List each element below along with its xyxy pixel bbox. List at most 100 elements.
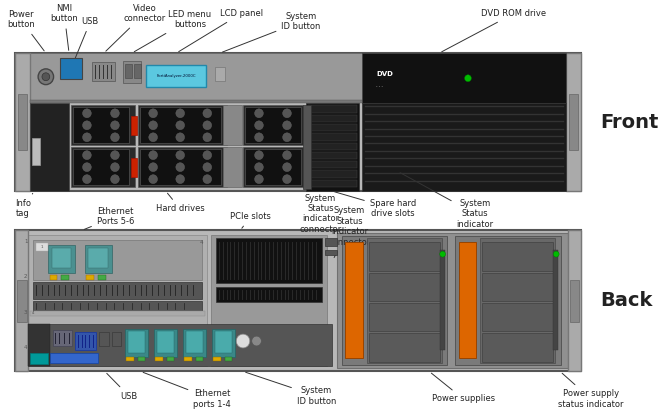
Circle shape [149, 121, 157, 130]
Circle shape [252, 336, 261, 346]
Bar [215, 67, 224, 81]
Bar [306, 103, 359, 191]
Bar [73, 149, 129, 185]
Text: USB: USB [71, 17, 99, 68]
Bar [480, 239, 555, 363]
Circle shape [553, 251, 559, 257]
Circle shape [149, 151, 157, 159]
Text: PCIe slots: PCIe slots [230, 212, 271, 228]
Bar [28, 324, 50, 366]
Bar [482, 242, 553, 271]
Text: LCD panel: LCD panel [179, 9, 263, 52]
Circle shape [203, 175, 212, 184]
Text: Power supply
status indicator: Power supply status indicator [558, 373, 624, 409]
Bar [112, 332, 121, 346]
Circle shape [203, 121, 212, 130]
Bar [125, 329, 148, 357]
Bar [48, 245, 75, 273]
Bar [28, 235, 207, 366]
Bar [30, 353, 48, 365]
Bar [455, 236, 561, 365]
Text: Front: Front [601, 112, 659, 131]
Bar [126, 357, 134, 360]
Circle shape [149, 133, 157, 142]
Circle shape [38, 69, 54, 84]
Bar [184, 357, 192, 360]
Bar [337, 234, 567, 368]
Bar [28, 324, 332, 366]
Bar [86, 275, 94, 280]
Bar [30, 53, 566, 101]
Bar [440, 250, 445, 350]
Circle shape [283, 151, 291, 159]
Bar [75, 332, 96, 350]
Text: Back: Back [601, 291, 653, 310]
Bar [325, 239, 337, 246]
Bar [139, 149, 221, 185]
Bar [482, 273, 553, 301]
Bar [72, 61, 80, 75]
Bar [303, 112, 307, 139]
Bar [459, 242, 476, 358]
Circle shape [111, 109, 119, 118]
Bar [196, 357, 204, 360]
Bar [137, 105, 226, 145]
Bar [211, 235, 327, 366]
Text: Power
button: Power button [7, 10, 44, 51]
Bar [308, 152, 357, 159]
Circle shape [440, 251, 446, 257]
Circle shape [149, 163, 157, 171]
Bar [569, 94, 578, 150]
Bar [362, 53, 566, 103]
Circle shape [176, 163, 184, 171]
Bar [308, 161, 357, 169]
Circle shape [255, 163, 263, 171]
Circle shape [176, 109, 184, 118]
Text: System
Status
indicator
connector: System Status indicator connector [328, 206, 371, 258]
Bar [131, 158, 137, 176]
Bar [146, 65, 206, 87]
Bar [60, 58, 82, 79]
Circle shape [464, 75, 472, 82]
Circle shape [111, 151, 119, 159]
Circle shape [283, 109, 291, 118]
Bar [36, 243, 48, 251]
Bar [224, 357, 232, 360]
Circle shape [82, 133, 91, 142]
Circle shape [255, 121, 263, 130]
Bar [212, 329, 235, 357]
Text: 1: 1 [24, 239, 27, 244]
Text: LED menu
buttons: LED menu buttons [134, 10, 212, 52]
Bar [183, 329, 206, 357]
Bar [362, 103, 566, 191]
Bar [157, 331, 174, 353]
Bar [88, 248, 108, 268]
Bar [128, 331, 145, 353]
Circle shape [111, 163, 119, 171]
Text: Spare hard
drive slots: Spare hard drive slots [334, 192, 416, 218]
Bar [245, 107, 301, 143]
Circle shape [149, 175, 157, 184]
Text: Ethernet
Ports 5-6: Ethernet Ports 5-6 [84, 207, 134, 229]
Bar [73, 107, 129, 143]
Bar [62, 61, 69, 75]
Circle shape [82, 151, 91, 159]
Bar [32, 138, 40, 165]
Text: 3: 3 [24, 310, 27, 315]
Circle shape [203, 133, 212, 142]
Text: Ethernet
ports 1-4: Ethernet ports 1-4 [143, 372, 231, 409]
Bar [92, 62, 115, 81]
Bar [52, 248, 71, 268]
Bar [137, 357, 145, 360]
Text: System
Status
indicator: System Status indicator [400, 173, 494, 229]
Circle shape [82, 175, 91, 184]
Text: System
ID button: System ID button [222, 12, 321, 52]
Bar [30, 101, 566, 103]
Circle shape [82, 109, 91, 118]
Text: USB: USB [107, 373, 137, 400]
Text: - - -: - - - [377, 84, 383, 88]
Circle shape [255, 151, 263, 159]
Text: DVD: DVD [377, 71, 393, 77]
Bar [15, 53, 582, 191]
Bar [346, 242, 363, 358]
